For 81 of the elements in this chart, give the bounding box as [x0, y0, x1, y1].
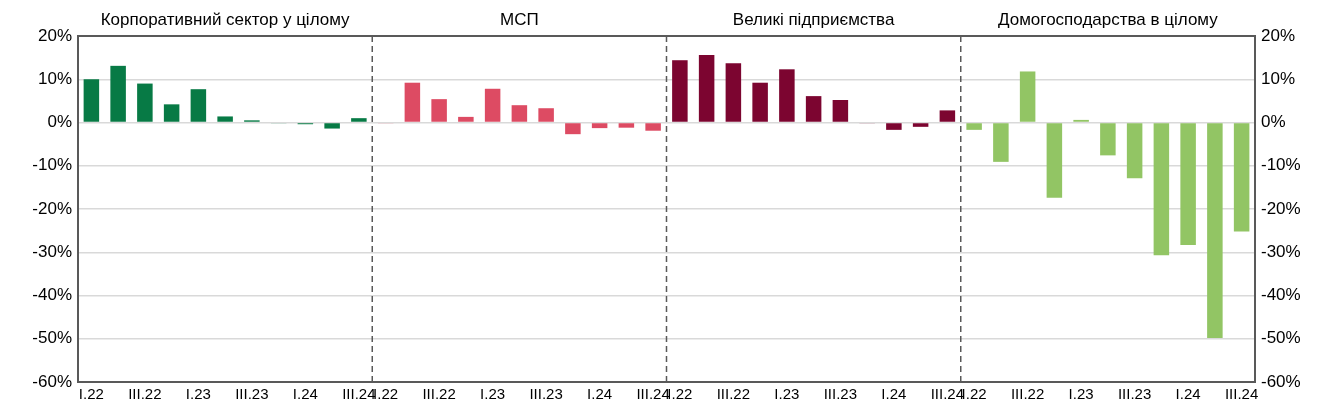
y-tick-label: -10%	[32, 155, 72, 175]
x-tick-label: III.23	[823, 385, 858, 403]
x-tick-label: I.24	[587, 385, 613, 403]
x-tick-label: III.24	[636, 385, 670, 403]
bar	[1180, 123, 1196, 245]
bar	[565, 123, 581, 135]
x-tick-label: III.23	[1117, 385, 1152, 403]
bar	[431, 99, 447, 122]
y2-tick-label: 20%	[1261, 25, 1296, 45]
bar	[725, 63, 742, 122]
x-tick-label: I.23	[774, 385, 800, 403]
bar	[939, 110, 956, 122]
bar	[1126, 123, 1143, 179]
x-tick-label: I.23	[185, 385, 211, 403]
x-tick-label: III.22	[128, 385, 162, 403]
bar	[1046, 123, 1063, 198]
bar	[1207, 123, 1223, 338]
bar	[645, 123, 661, 131]
y2-tick-label: 0%	[1261, 112, 1286, 132]
bar	[538, 108, 554, 122]
bar	[752, 82, 768, 122]
bar	[993, 123, 1009, 162]
bar	[1233, 123, 1250, 232]
bar	[1100, 123, 1116, 156]
y2-tick-label: -50%	[1261, 328, 1301, 348]
bar	[511, 105, 528, 122]
x-tick-label: I.24	[1175, 385, 1201, 403]
bar	[484, 88, 501, 122]
y2-tick-label: -60%	[1261, 371, 1301, 391]
bar	[966, 123, 982, 130]
bar	[886, 123, 902, 130]
bar	[83, 79, 100, 122]
y-tick-label: -50%	[32, 328, 72, 348]
bar	[672, 60, 688, 122]
x-tick-label: III.22	[716, 385, 751, 403]
bar	[351, 118, 367, 122]
bar	[618, 123, 635, 128]
text: МСП	[500, 9, 539, 29]
bar	[110, 65, 126, 122]
y-tick-label: 0%	[47, 112, 72, 132]
x-tick-label: I.23	[1068, 385, 1094, 403]
bar	[1153, 123, 1170, 256]
bar	[137, 83, 153, 122]
x-tick-label: I.24	[292, 385, 318, 403]
bar	[832, 100, 849, 122]
x-tick-label: I.22	[667, 385, 693, 403]
bar	[163, 104, 180, 122]
bar	[217, 116, 233, 122]
x-tick-label: III.24	[342, 385, 376, 403]
x-tick-label: III.23	[235, 385, 269, 403]
y-tick-label: 20%	[37, 25, 72, 45]
y2-tick-label: -20%	[1261, 198, 1301, 218]
y2-tick-label: -10%	[1261, 155, 1301, 175]
bar	[591, 123, 608, 129]
bar	[190, 89, 207, 122]
x-tick-label: I.22	[78, 385, 104, 403]
text: Корпоративний сектор у цілому	[100, 9, 351, 29]
x-tick-label: I.24	[881, 385, 907, 403]
bar	[779, 69, 795, 122]
bar	[324, 123, 340, 129]
y-tick-label: -30%	[32, 241, 72, 261]
x-tick-label: III.24	[1224, 385, 1259, 403]
x-tick-label: III.22	[422, 385, 456, 403]
y2-tick-label: -40%	[1261, 285, 1301, 305]
y-tick-label: -20%	[32, 198, 72, 218]
text: Великі підприємства	[732, 9, 895, 29]
y2-tick-label: -30%	[1261, 241, 1301, 261]
bar	[404, 82, 421, 122]
bar	[805, 96, 822, 122]
x-tick-label: III.23	[529, 385, 563, 403]
bar	[912, 123, 929, 127]
x-tick-label: I.23	[480, 385, 506, 403]
y-tick-label: 10%	[37, 68, 72, 88]
bar	[698, 55, 715, 122]
y-tick-label: -40%	[32, 285, 72, 305]
x-tick-label: III.22	[1010, 385, 1045, 403]
y-tick-label: -60%	[32, 371, 72, 391]
text: Домогосподарства в цілому	[998, 9, 1219, 29]
bar	[458, 116, 474, 122]
bar	[1019, 71, 1036, 122]
y2-tick-label: 10%	[1261, 68, 1296, 88]
